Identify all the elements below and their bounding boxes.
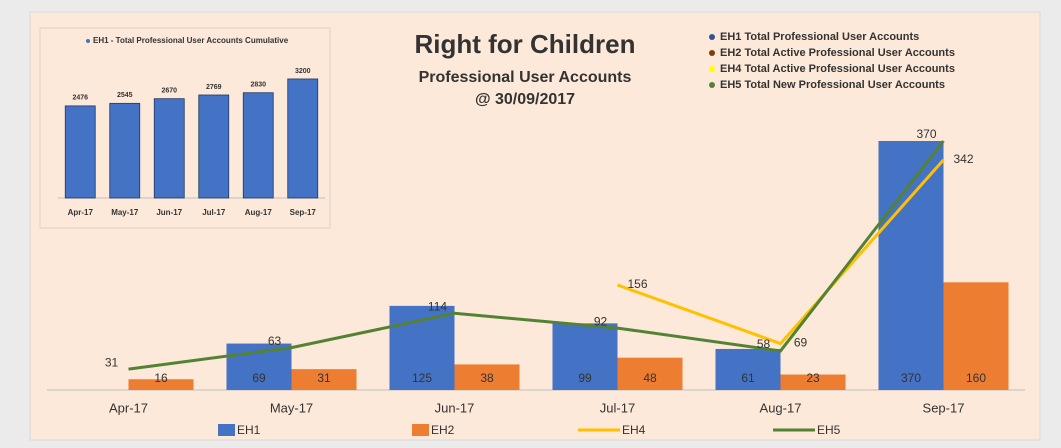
x-tick-label: Jun-17 [156,208,182,217]
data-label: 63 [268,334,282,348]
x-tick-label: Jul-17 [202,208,226,217]
data-label: 2476 [72,95,88,102]
data-label: 160 [966,371,986,385]
x-tick-label: Sep-17 [923,400,965,415]
chart-title: Right for Children [415,29,636,59]
x-tick-label: May-17 [111,208,139,217]
legend-dot [709,66,715,72]
data-label: 2670 [161,88,177,95]
data-label: 114 [428,299,447,313]
bar [552,323,618,390]
data-label: 2545 [117,92,133,99]
data-label: 156 [627,277,647,291]
data-label: 92 [594,314,608,328]
data-label: 23 [806,371,820,385]
x-tick-label: Sep-17 [290,208,317,217]
x-tick-label: Jul-17 [600,400,635,415]
bar [287,78,319,199]
legend-note: EH2 Total Active Professional User Accou… [720,47,955,59]
x-tick-label: Aug-17 [760,400,802,415]
legend-swatch [218,424,235,436]
data-label: 342 [953,152,973,166]
bar [153,98,185,199]
data-label: 38 [480,371,494,385]
data-label: 125 [412,371,432,385]
legend-swatch [412,424,429,436]
legend-label: EH2 [431,423,455,437]
legend-label: EH4 [622,423,646,437]
bar [128,379,194,390]
bar [198,94,230,199]
bar [943,282,1009,390]
bar [64,105,96,199]
legend-label: EH5 [817,423,841,437]
legend-label: EH1 - Total Professional User Accounts C… [93,36,289,45]
chart-subtitle: Professional User Accounts [419,69,632,86]
legend-dot [86,39,90,43]
legend-dot [709,50,715,56]
legend-dot [709,34,715,40]
data-label: 99 [578,371,592,385]
data-label: 58 [757,337,771,351]
bar [878,140,944,390]
data-label: 69 [794,336,808,350]
data-label: 69 [252,371,266,385]
x-tick-label: Apr-17 [68,208,94,217]
legend-dot [709,82,715,88]
bar [617,357,683,390]
legend-note: EH5 Total New Professional User Accounts [720,79,945,91]
x-tick-label: Aug-17 [245,208,273,217]
legend-label: EH1 [237,423,261,437]
data-label: 2769 [206,84,222,91]
bar [715,348,781,390]
legend-note: EH1 Total Professional User Accounts [720,31,919,43]
data-label: 31 [105,355,119,369]
bar [454,364,520,390]
data-label: 61 [741,371,755,385]
data-label: 2830 [250,82,266,89]
x-tick-label: May-17 [270,400,313,415]
data-label: 370 [916,127,936,141]
line [616,158,945,346]
legend-note: EH4 Total Active Professional User Accou… [720,63,955,75]
line [128,140,945,371]
data-label: 3200 [295,68,311,75]
bar [780,374,846,390]
bar [109,102,141,199]
x-tick-label: Jun-17 [435,400,475,415]
x-tick-label: Apr-17 [109,400,148,415]
data-label: 48 [643,371,657,385]
bar [242,92,274,199]
chart-subtitle: @ 30/09/2017 [475,91,575,108]
bar [291,369,357,390]
data-label: 370 [901,371,921,385]
data-label: 16 [154,371,168,385]
data-label: 31 [317,371,331,385]
